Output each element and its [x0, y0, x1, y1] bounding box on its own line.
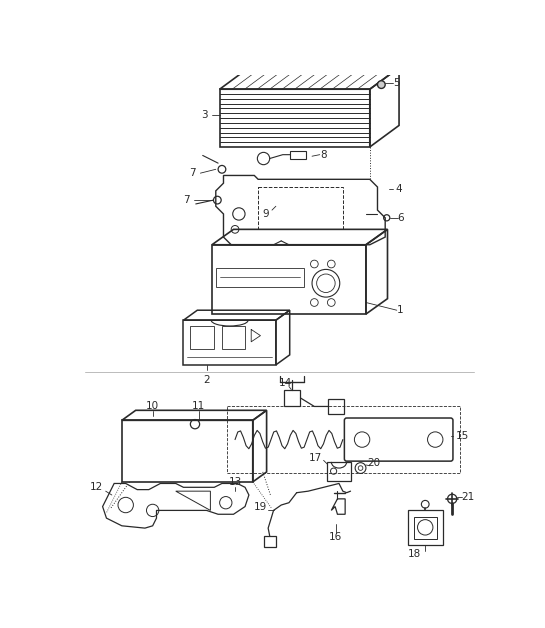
Text: 5: 5: [393, 78, 400, 88]
Text: 9: 9: [263, 209, 269, 219]
Text: 11: 11: [192, 401, 205, 411]
Text: 16: 16: [329, 533, 343, 543]
Text: 2: 2: [203, 374, 210, 384]
Text: 12: 12: [90, 482, 103, 492]
Text: 13: 13: [228, 477, 241, 487]
Text: 6: 6: [397, 213, 404, 223]
Text: 14: 14: [278, 378, 292, 388]
Text: 17: 17: [309, 453, 323, 463]
Text: 21: 21: [462, 492, 475, 502]
Text: 15: 15: [456, 431, 469, 441]
Text: 8: 8: [320, 149, 327, 160]
Text: 19: 19: [254, 502, 267, 512]
Text: 7: 7: [189, 168, 196, 178]
Text: 18: 18: [408, 550, 421, 560]
Text: 10: 10: [146, 401, 159, 411]
Text: 3: 3: [201, 111, 208, 121]
Text: 4: 4: [396, 185, 402, 194]
Circle shape: [378, 81, 385, 89]
Text: 1: 1: [397, 305, 404, 315]
Text: 20: 20: [367, 458, 380, 468]
Text: 7: 7: [183, 195, 190, 205]
